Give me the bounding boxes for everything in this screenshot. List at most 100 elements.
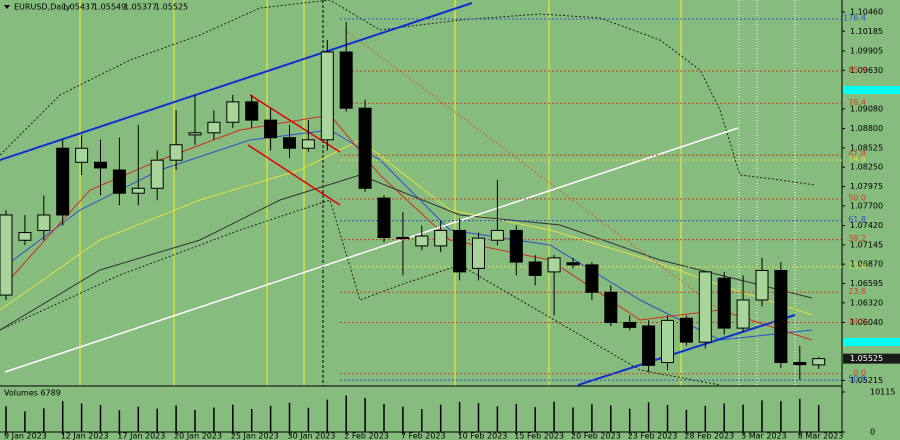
y-tick-label: 1.07145 xyxy=(850,240,883,249)
volume-label: Volumes 6789 xyxy=(4,389,61,398)
candle-body xyxy=(585,264,599,293)
y-tick-label: 1.09080 xyxy=(850,104,883,113)
y-tick-label: 1.08800 xyxy=(850,124,883,133)
candle-body xyxy=(264,119,278,139)
candle-body xyxy=(377,197,391,238)
candle-body xyxy=(396,236,410,239)
volume-tick-label: 10115 xyxy=(870,388,895,397)
candle-body xyxy=(717,277,731,329)
volume-tick-label: 0 xyxy=(870,428,875,437)
candle-body xyxy=(755,269,769,301)
fib-level-label: 38.2 xyxy=(848,234,866,243)
y-tick-label: 1.09630 xyxy=(850,66,883,75)
candle-body xyxy=(94,161,107,169)
y-tick-label: 1.07700 xyxy=(850,201,883,210)
header-close: 1.05525 xyxy=(155,3,188,12)
fib-level-label: 0.0 xyxy=(853,368,866,377)
candle-body xyxy=(623,321,637,328)
candle-body xyxy=(472,237,485,269)
candle-body xyxy=(661,319,674,364)
last-price-box xyxy=(843,353,900,364)
y-tick-label: 1.06595 xyxy=(850,279,883,288)
x-tick-label: 23 Feb 2023 xyxy=(628,432,678,440)
candle-body xyxy=(188,132,202,136)
x-tick-label: 12 Jan 2023 xyxy=(61,432,109,440)
candle-body xyxy=(75,147,89,163)
candle-body xyxy=(642,325,656,366)
x-tick-label: 9 Jan 2023 xyxy=(4,432,47,440)
candle-body xyxy=(698,271,712,343)
y-tick-label: 1.07420 xyxy=(850,221,883,230)
fib-level-label: 23.6 xyxy=(848,261,866,270)
candle-body xyxy=(169,144,183,161)
fib-level-label: 23.6 xyxy=(848,287,866,296)
candle-body xyxy=(320,51,334,141)
x-tick-label: 15 Feb 2023 xyxy=(514,432,564,440)
x-tick-label: 10 Feb 2023 xyxy=(458,432,508,440)
fib-level-label: 76.4 xyxy=(848,98,866,107)
candle-body xyxy=(37,214,51,231)
y-tick-label: 1.08250 xyxy=(850,163,883,172)
y-tick-label: 1.08525 xyxy=(850,143,883,152)
fib-level-label: 61.8 xyxy=(848,215,866,224)
candle-body xyxy=(339,51,353,109)
candle-body xyxy=(56,147,70,216)
x-tick-label: 28 Feb 2023 xyxy=(684,432,734,440)
candle-body xyxy=(604,291,618,323)
candle-body xyxy=(793,362,807,366)
y-tick-label: 1.07975 xyxy=(850,182,883,191)
candle-body xyxy=(679,317,693,343)
x-tick-label: 2 Feb 2023 xyxy=(344,432,389,440)
x-tick-label: 8 Mar 2023 xyxy=(798,432,844,440)
marker-box xyxy=(843,338,900,346)
candle-body xyxy=(509,229,523,263)
candle-body xyxy=(301,139,315,149)
y-tick-label: 1.09905 xyxy=(850,46,883,55)
candle-body xyxy=(245,101,259,121)
candle-body xyxy=(131,187,145,194)
candle-body xyxy=(528,261,542,276)
candle-body xyxy=(150,159,164,189)
header-low: 1.05377 xyxy=(124,3,157,12)
candle-body xyxy=(490,229,504,241)
candle-body xyxy=(566,262,580,266)
candle-body xyxy=(453,229,467,273)
last-price-label: 1.05525 xyxy=(850,354,883,363)
candle-body xyxy=(226,101,240,123)
candle-body xyxy=(812,358,826,366)
x-tick-label: 7 Feb 2023 xyxy=(401,432,446,440)
fib-level-label: 85.4 xyxy=(848,65,866,74)
y-tick-label: 1.05215 xyxy=(850,376,883,385)
header-high: 1.05549 xyxy=(93,3,126,12)
candle-body xyxy=(0,214,13,296)
candle-body xyxy=(283,137,296,149)
header-open: 1.05437 xyxy=(62,3,95,12)
y-tick-label: 1.10185 xyxy=(850,27,883,36)
candle-body xyxy=(358,107,372,189)
fib-level-label: 50.0 xyxy=(848,375,866,384)
x-tick-label: 30 Jan 2023 xyxy=(288,432,336,440)
y-tick-label: 1.10460 xyxy=(850,7,883,16)
fib-level-label: 176.4 xyxy=(843,13,866,22)
marker-box xyxy=(843,86,900,94)
x-tick-label: 3 Mar 2023 xyxy=(741,432,787,440)
fib-level-label: 14.6 xyxy=(848,317,866,326)
x-tick-label: 20 Jan 2023 xyxy=(174,432,222,440)
candle-body xyxy=(547,257,561,273)
fib-level-label: 61.8 xyxy=(848,150,866,159)
candle-body xyxy=(112,169,126,194)
x-tick-label: 25 Jan 2023 xyxy=(231,432,279,440)
candle-body xyxy=(434,229,448,247)
indicators xyxy=(0,0,816,386)
x-tick-label: 20 Feb 2023 xyxy=(571,432,621,440)
y-tick-label: 1.06870 xyxy=(850,260,883,269)
menu-arrow[interactable] xyxy=(4,5,10,9)
candle-body xyxy=(207,121,221,134)
symbol-title: EURUSD,Daily xyxy=(14,3,71,12)
candle-body xyxy=(415,235,429,247)
y-tick-label: 1.06320 xyxy=(850,298,883,307)
y-tick-label: 1.06040 xyxy=(850,318,883,327)
fib-level-label: 50.0 xyxy=(848,193,866,202)
candle-body xyxy=(18,232,32,241)
